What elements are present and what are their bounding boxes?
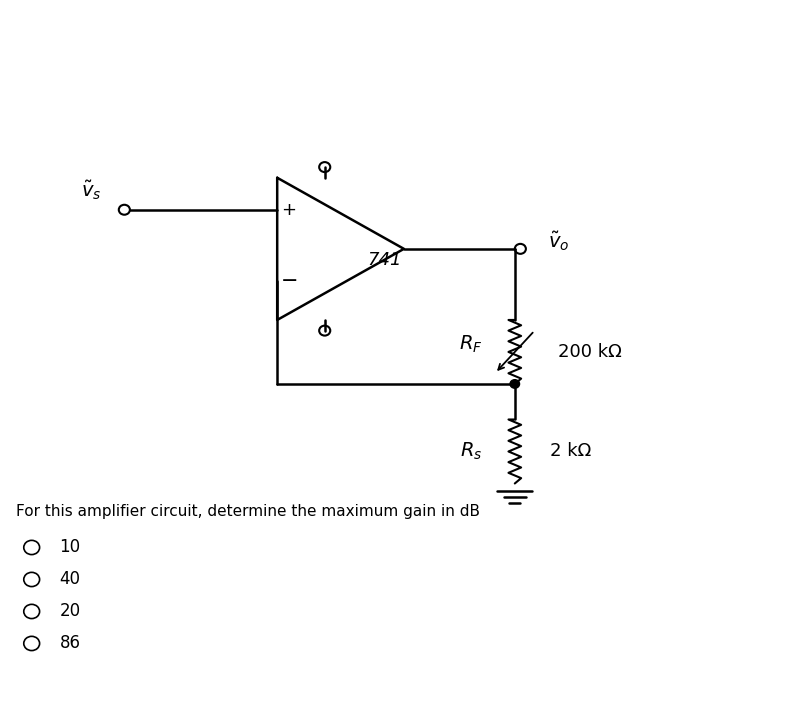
Text: 2 kΩ: 2 kΩ (550, 442, 591, 461)
Text: $R_F$: $R_F$ (459, 334, 483, 356)
Text: 20: 20 (59, 602, 81, 621)
Text: 40: 40 (59, 570, 81, 589)
Text: $\tilde{v}_s$: $\tilde{v}_s$ (81, 178, 101, 201)
Text: 200 kΩ: 200 kΩ (558, 343, 622, 361)
Text: 86: 86 (59, 634, 81, 653)
Text: 741: 741 (367, 250, 402, 269)
Text: For this amplifier circuit, determine the maximum gain in dB: For this amplifier circuit, determine th… (16, 504, 480, 520)
Circle shape (510, 380, 520, 388)
Text: +: + (282, 201, 296, 219)
Text: 10: 10 (59, 538, 81, 557)
Text: $\tilde{v}_o$: $\tilde{v}_o$ (547, 230, 569, 253)
Text: $R_s$: $R_s$ (460, 441, 482, 462)
Text: −: − (280, 271, 298, 291)
